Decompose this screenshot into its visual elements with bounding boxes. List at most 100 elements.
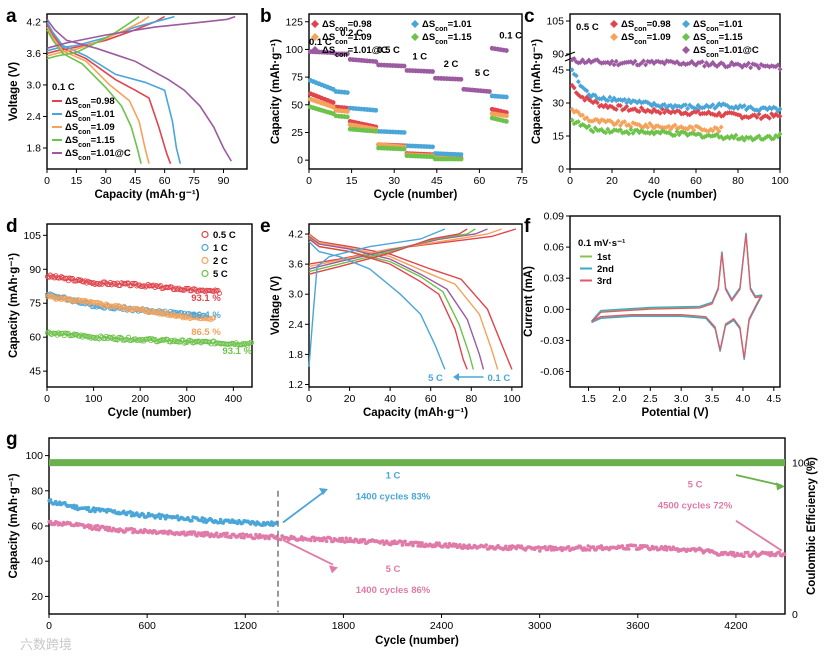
panel-c-point — [611, 122, 617, 128]
panel-g-point — [591, 545, 596, 549]
panel-g-point — [344, 536, 349, 540]
panel-g-ytick-label: 20 — [31, 591, 43, 603]
legend-subscript: con — [335, 26, 347, 33]
panel-g-point — [279, 537, 283, 542]
panel-d-legend-marker — [201, 243, 209, 252]
panel-b-xtick-label: 15 — [346, 175, 358, 187]
panel-c-point — [689, 124, 695, 130]
panel-a-discharge-curve — [46, 21, 182, 164]
panel-a-discharge-curve — [46, 24, 172, 164]
panel-b-point — [373, 107, 379, 113]
panel-c-point — [754, 114, 760, 120]
panel-c-point — [731, 62, 737, 68]
panel-f-xtick-label: 3.5 — [705, 393, 720, 405]
legend-symbol: ΔS — [322, 45, 335, 56]
panel-b-legend-marker — [311, 20, 319, 28]
panel-c-point — [710, 128, 716, 134]
panel-a-discharge-curve — [46, 29, 142, 164]
panel-d-xtick-label: 100 — [85, 393, 103, 405]
panel-a-ytick-label: 1.8 — [26, 142, 41, 154]
panel-g-point — [217, 520, 222, 525]
panel-b-point — [458, 156, 464, 162]
panel-d-point — [102, 279, 108, 285]
panel-g-xtick-label: 3000 — [528, 620, 552, 632]
panel-g-arrow-head — [776, 482, 785, 491]
panel-g-point — [627, 547, 631, 551]
panel-g-point — [399, 539, 403, 544]
panel-b-rate-label: 0.1 C — [309, 37, 332, 48]
panel-c-point — [580, 112, 585, 118]
panel-g-point — [400, 543, 405, 547]
panel-g-point — [158, 516, 163, 520]
panel-b-xtick-label: 60 — [474, 175, 486, 187]
panel-g-point — [89, 524, 93, 528]
panel-d-ytick-label: 75 — [29, 298, 41, 310]
panel-c-point — [737, 62, 743, 68]
panel-b-legend-label: ΔScon=0.98 — [322, 19, 372, 33]
panel-d-legend-marker — [201, 256, 209, 265]
panel-b-point — [330, 100, 336, 105]
panel-e-frame — [308, 223, 523, 388]
panel-g-ylabel-right: Coulombic Efficiency (%) — [806, 457, 818, 595]
panel-c-point — [580, 94, 585, 100]
panel-g-point — [504, 544, 508, 549]
panel-d-xtick-label: 300 — [178, 393, 196, 405]
panel-g-ce-band — [49, 459, 785, 467]
panel-c-point — [601, 94, 606, 101]
panel-f-xtick-label: 4.5 — [767, 393, 782, 405]
panel-d-retention-label: 86.4 % — [191, 310, 221, 321]
legend-subscript: con — [78, 129, 90, 136]
panel-d-point — [158, 308, 164, 315]
panel-c-ytick-label: 30 — [552, 98, 564, 110]
panel-g-point — [566, 545, 571, 549]
panel-d-point — [98, 300, 104, 306]
panel-g-point — [106, 528, 110, 533]
panel-c-point — [758, 105, 764, 112]
panel-g-point — [192, 530, 197, 534]
legend-suffix: =1.15 — [91, 135, 116, 146]
panel-b-point — [458, 76, 464, 82]
panel-g-point — [417, 540, 422, 545]
panel-c-point — [586, 92, 592, 98]
panel-c-point — [672, 102, 678, 109]
panel-c-point — [748, 114, 753, 120]
panel-a-xtick-label: 60 — [159, 175, 171, 187]
panel-label-g: g — [6, 429, 18, 450]
panel-d-point — [211, 315, 217, 321]
panel-c-point — [573, 73, 579, 79]
panel-g-point — [746, 550, 750, 555]
panel-c-point — [729, 110, 735, 116]
panel-a-legend-label: ΔScon=1.01 — [65, 109, 115, 123]
panel-d-point — [156, 311, 162, 317]
panel-d-xtick-label: 0 — [44, 393, 50, 405]
panel-e-ytick-label: 2.4 — [288, 319, 303, 331]
panel-g-point — [328, 536, 333, 541]
panel-c-xtick-label: 20 — [606, 175, 618, 187]
panel-c-ytick-label: 15 — [552, 131, 564, 143]
panel-g-annotation: 1 C — [386, 470, 401, 481]
panel-a-legend-label: ΔScon=1.15 — [65, 135, 115, 149]
panel-c-point — [582, 97, 588, 103]
panel-g-xtick-label: 3600 — [626, 620, 650, 632]
panel-e-arrow-right-label: 0.1 C — [488, 373, 511, 384]
panel-c-legend-label: ΔScon=1.09 — [621, 32, 671, 46]
panel-c-point — [666, 123, 672, 129]
panel-c-point — [613, 106, 619, 112]
panel-c-point — [739, 64, 745, 70]
panel-c-legend-marker — [610, 33, 618, 41]
panel-c-point — [636, 108, 642, 115]
panel-g-point — [123, 530, 127, 534]
panel-c-point — [699, 59, 705, 65]
panel-g-point — [624, 547, 628, 551]
panel-g-point — [419, 544, 423, 548]
panel-c-point — [662, 101, 667, 108]
panel-f-legend-label: 3rd — [597, 276, 612, 287]
panel-label-c: c — [524, 6, 535, 27]
panel-g-point — [252, 536, 257, 541]
legend-subscript: con — [706, 39, 718, 46]
panel-g-point — [309, 538, 313, 543]
panel-c-point — [584, 94, 590, 100]
panel-c-point — [628, 126, 634, 133]
panel-a-legend-label: ΔScon=1.01@C — [65, 148, 131, 162]
panel-a-frame — [46, 13, 248, 170]
